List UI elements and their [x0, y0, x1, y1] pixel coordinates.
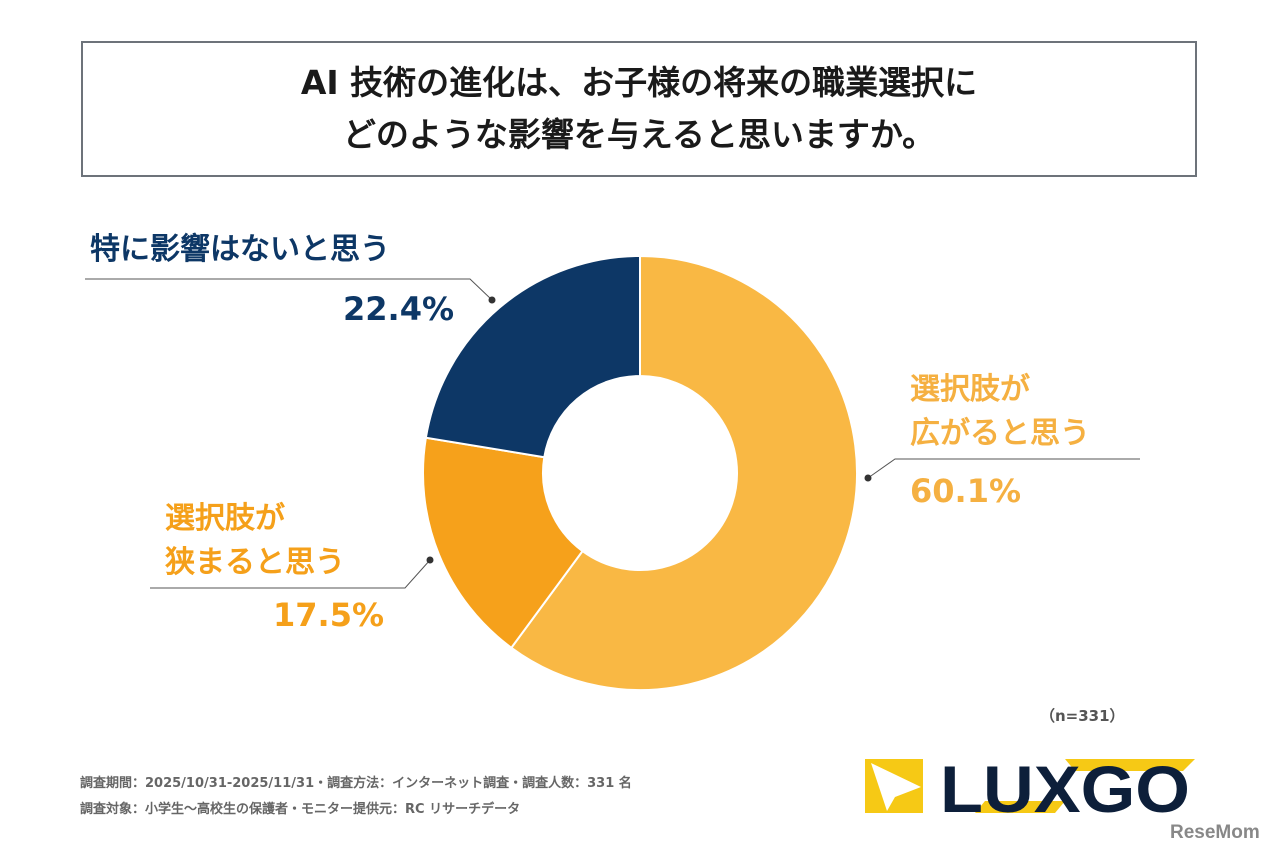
label-widen-line1: 選択肢が	[910, 372, 1030, 407]
footer-line-2: 調査対象：小学生〜高校生の保護者・モニター提供元：RC リサーチデータ	[80, 802, 521, 817]
label-narrow: 選択肢が 狭まると思う	[165, 497, 345, 585]
pct-none: 22.4%	[343, 290, 455, 328]
leader-line-narrow	[150, 559, 431, 589]
footer-line-1: 調査期間：2025/10/31-2025/11/31・調査方法：インターネット調…	[80, 776, 632, 791]
sample-size: （n=331）	[1040, 707, 1125, 725]
slice-widen	[509, 254, 858, 691]
title-line-1: AI 技術の進化は、お子様の将来の職業選択に	[300, 63, 978, 102]
leader-dot-widen	[864, 474, 872, 482]
resemom-watermark: ReseMom	[1170, 822, 1260, 843]
pct-widen: 60.1%	[910, 472, 1022, 510]
leader-lines	[85, 278, 1140, 589]
label-widen-line2: 広がると思う	[910, 416, 1090, 451]
leader-line-none	[85, 278, 493, 301]
title-box: AI 技術の進化は、お子様の将来の職業選択に どのような影響を与えると思いますか…	[81, 41, 1197, 177]
label-widen: 選択肢が 広がると思う	[910, 368, 1090, 456]
label-none: 特に影響はないと思う	[90, 232, 390, 267]
leader-dot-narrow	[426, 556, 434, 564]
slice-narrow	[422, 436, 584, 650]
label-narrow-line1: 選択肢が	[165, 501, 285, 536]
slice-none	[424, 254, 641, 459]
label-narrow-line2: 狭まると思う	[165, 545, 345, 580]
svg-text:LUXGO: LUXGO	[940, 757, 1190, 817]
pct-narrow: 17.5%	[273, 596, 385, 634]
leader-line-widen	[867, 458, 1140, 479]
title-line-2: どのような影響を与えると思いますか。	[342, 115, 936, 154]
luxgo-logo: LUXGO	[865, 757, 1195, 817]
leader-dot-none	[488, 296, 496, 304]
